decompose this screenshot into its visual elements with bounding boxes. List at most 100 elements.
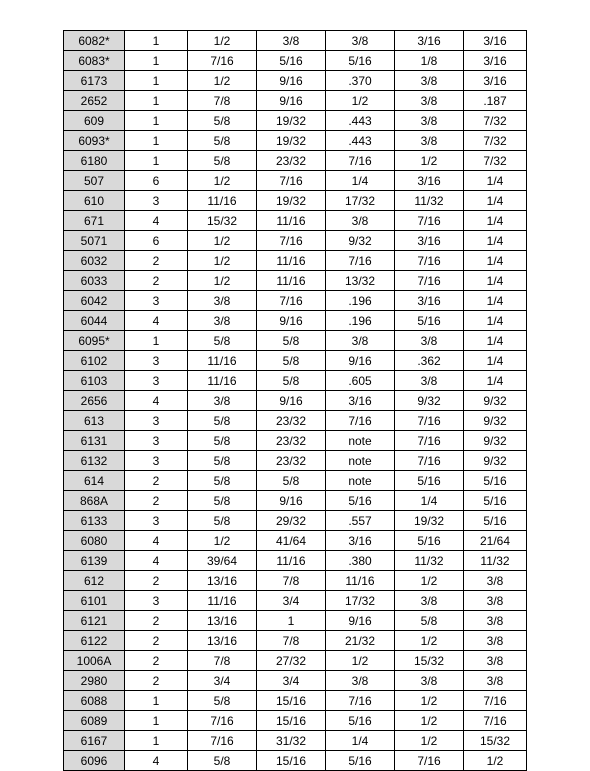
table-cell: 868A bbox=[64, 491, 125, 511]
table-cell: 5/8 bbox=[188, 451, 257, 471]
table-cell: 19/32 bbox=[257, 191, 326, 211]
table-cell: 7/16 bbox=[464, 691, 527, 711]
table-cell: 5/8 bbox=[188, 471, 257, 491]
table-cell: .362 bbox=[395, 351, 464, 371]
table-cell: 1/2 bbox=[188, 251, 257, 271]
table-cell: 6131 bbox=[64, 431, 125, 451]
table-cell: 17/32 bbox=[326, 591, 395, 611]
table-row: 608041/241/643/165/1621/64 bbox=[64, 531, 527, 551]
table-cell: 1/4 bbox=[464, 211, 527, 231]
table-cell: 13/16 bbox=[188, 611, 257, 631]
table-cell: 1/2 bbox=[326, 651, 395, 671]
table-cell: 19/32 bbox=[395, 511, 464, 531]
table-cell: 5/8 bbox=[257, 471, 326, 491]
table-cell: 6167 bbox=[64, 731, 125, 751]
table-cell: 9/32 bbox=[464, 431, 527, 451]
table-cell: 11/16 bbox=[188, 371, 257, 391]
table-row: 265643/89/163/169/329/32 bbox=[64, 391, 527, 411]
table-row: 60915/819/32.4433/87/32 bbox=[64, 111, 527, 131]
table-row: 604443/89/16.1965/161/4 bbox=[64, 311, 527, 331]
table-cell: 9/16 bbox=[257, 311, 326, 331]
table-cell: 610 bbox=[64, 191, 125, 211]
table-row: 61335/823/327/167/169/32 bbox=[64, 411, 527, 431]
table-row: 608815/815/167/161/27/16 bbox=[64, 691, 527, 711]
table-cell: 1 bbox=[125, 731, 188, 751]
table-cell: 3/8 bbox=[464, 651, 527, 671]
table-row: 6102311/165/89/16.3621/4 bbox=[64, 351, 527, 371]
table-cell: 11/16 bbox=[257, 551, 326, 571]
table-row: 298023/43/43/83/83/8 bbox=[64, 671, 527, 691]
table-cell: 5/8 bbox=[188, 411, 257, 431]
table-cell: 15/32 bbox=[395, 651, 464, 671]
table-row: 507161/27/169/323/161/4 bbox=[64, 231, 527, 251]
table-cell: 3 bbox=[125, 431, 188, 451]
table-cell: 5/8 bbox=[188, 151, 257, 171]
table-cell: 31/32 bbox=[257, 731, 326, 751]
table-cell: 5/8 bbox=[257, 331, 326, 351]
table-cell: 1006A bbox=[64, 651, 125, 671]
table-cell: 1 bbox=[125, 151, 188, 171]
table-cell: 4 bbox=[125, 211, 188, 231]
table-cell: 609 bbox=[64, 111, 125, 131]
table-cell: 7/16 bbox=[395, 411, 464, 431]
table-cell: 3 bbox=[125, 371, 188, 391]
table-cell: 5/16 bbox=[326, 51, 395, 71]
table-cell: 9/16 bbox=[257, 71, 326, 91]
table-cell: 11/16 bbox=[188, 591, 257, 611]
table-cell: 6133 bbox=[64, 511, 125, 531]
table-cell: 1/2 bbox=[188, 31, 257, 51]
table-row: 613135/823/32note7/169/32 bbox=[64, 431, 527, 451]
table-cell: 2 bbox=[125, 251, 188, 271]
table-cell: 1/4 bbox=[464, 371, 527, 391]
table-cell: 9/32 bbox=[395, 391, 464, 411]
table-row: 6122213/167/821/321/23/8 bbox=[64, 631, 527, 651]
table-cell: 6088 bbox=[64, 691, 125, 711]
table-cell: 2 bbox=[125, 651, 188, 671]
table-cell: 3/8 bbox=[395, 591, 464, 611]
table-cell: 9/16 bbox=[326, 351, 395, 371]
table-cell: .196 bbox=[326, 311, 395, 331]
table-cell: 7/16 bbox=[395, 451, 464, 471]
table-cell: 9/16 bbox=[326, 611, 395, 631]
table-row: 604233/87/16.1963/161/4 bbox=[64, 291, 527, 311]
table-cell: 11/32 bbox=[395, 551, 464, 571]
table-cell: 3/8 bbox=[395, 71, 464, 91]
table-cell: 3 bbox=[125, 591, 188, 611]
table-cell: 612 bbox=[64, 571, 125, 591]
table-cell: 15/16 bbox=[257, 711, 326, 731]
table-row: 265217/89/161/23/8.187 bbox=[64, 91, 527, 111]
table-cell: 2 bbox=[125, 271, 188, 291]
table-cell: 17/32 bbox=[326, 191, 395, 211]
table-cell: 1/2 bbox=[464, 751, 527, 771]
table-cell: 3/16 bbox=[464, 31, 527, 51]
table-cell: 614 bbox=[64, 471, 125, 491]
table-cell: 1 bbox=[125, 71, 188, 91]
table-cell: 5/8 bbox=[257, 351, 326, 371]
table-cell: 5/8 bbox=[188, 131, 257, 151]
table-row: 603321/211/1613/327/161/4 bbox=[64, 271, 527, 291]
table-cell: 7/32 bbox=[464, 111, 527, 131]
table-cell: 3/16 bbox=[464, 51, 527, 71]
table-cell: 4 bbox=[125, 551, 188, 571]
table-cell: 3/8 bbox=[395, 371, 464, 391]
table-cell: .380 bbox=[326, 551, 395, 571]
table-cell: 3/8 bbox=[464, 591, 527, 611]
table-cell: 6033 bbox=[64, 271, 125, 291]
table-cell: 3 bbox=[125, 451, 188, 471]
table-cell: .443 bbox=[326, 131, 395, 151]
table-cell: 41/64 bbox=[257, 531, 326, 551]
table-cell: 7/16 bbox=[257, 291, 326, 311]
table-cell: 9/32 bbox=[464, 411, 527, 431]
table-cell: 5/8 bbox=[257, 371, 326, 391]
table-cell: 7/8 bbox=[188, 651, 257, 671]
table-cell: 3/8 bbox=[188, 311, 257, 331]
table-cell: 23/32 bbox=[257, 411, 326, 431]
table-row: 6093*15/819/32.4433/87/32 bbox=[64, 131, 527, 151]
table-cell: 6089 bbox=[64, 711, 125, 731]
table-cell: 1/2 bbox=[395, 711, 464, 731]
table-cell: 3/8 bbox=[326, 31, 395, 51]
spec-table: 6082*11/23/83/83/163/166083*17/165/165/1… bbox=[63, 30, 527, 771]
table-cell: 11/32 bbox=[395, 191, 464, 211]
table-cell: 5/16 bbox=[464, 511, 527, 531]
table-cell: note bbox=[326, 471, 395, 491]
